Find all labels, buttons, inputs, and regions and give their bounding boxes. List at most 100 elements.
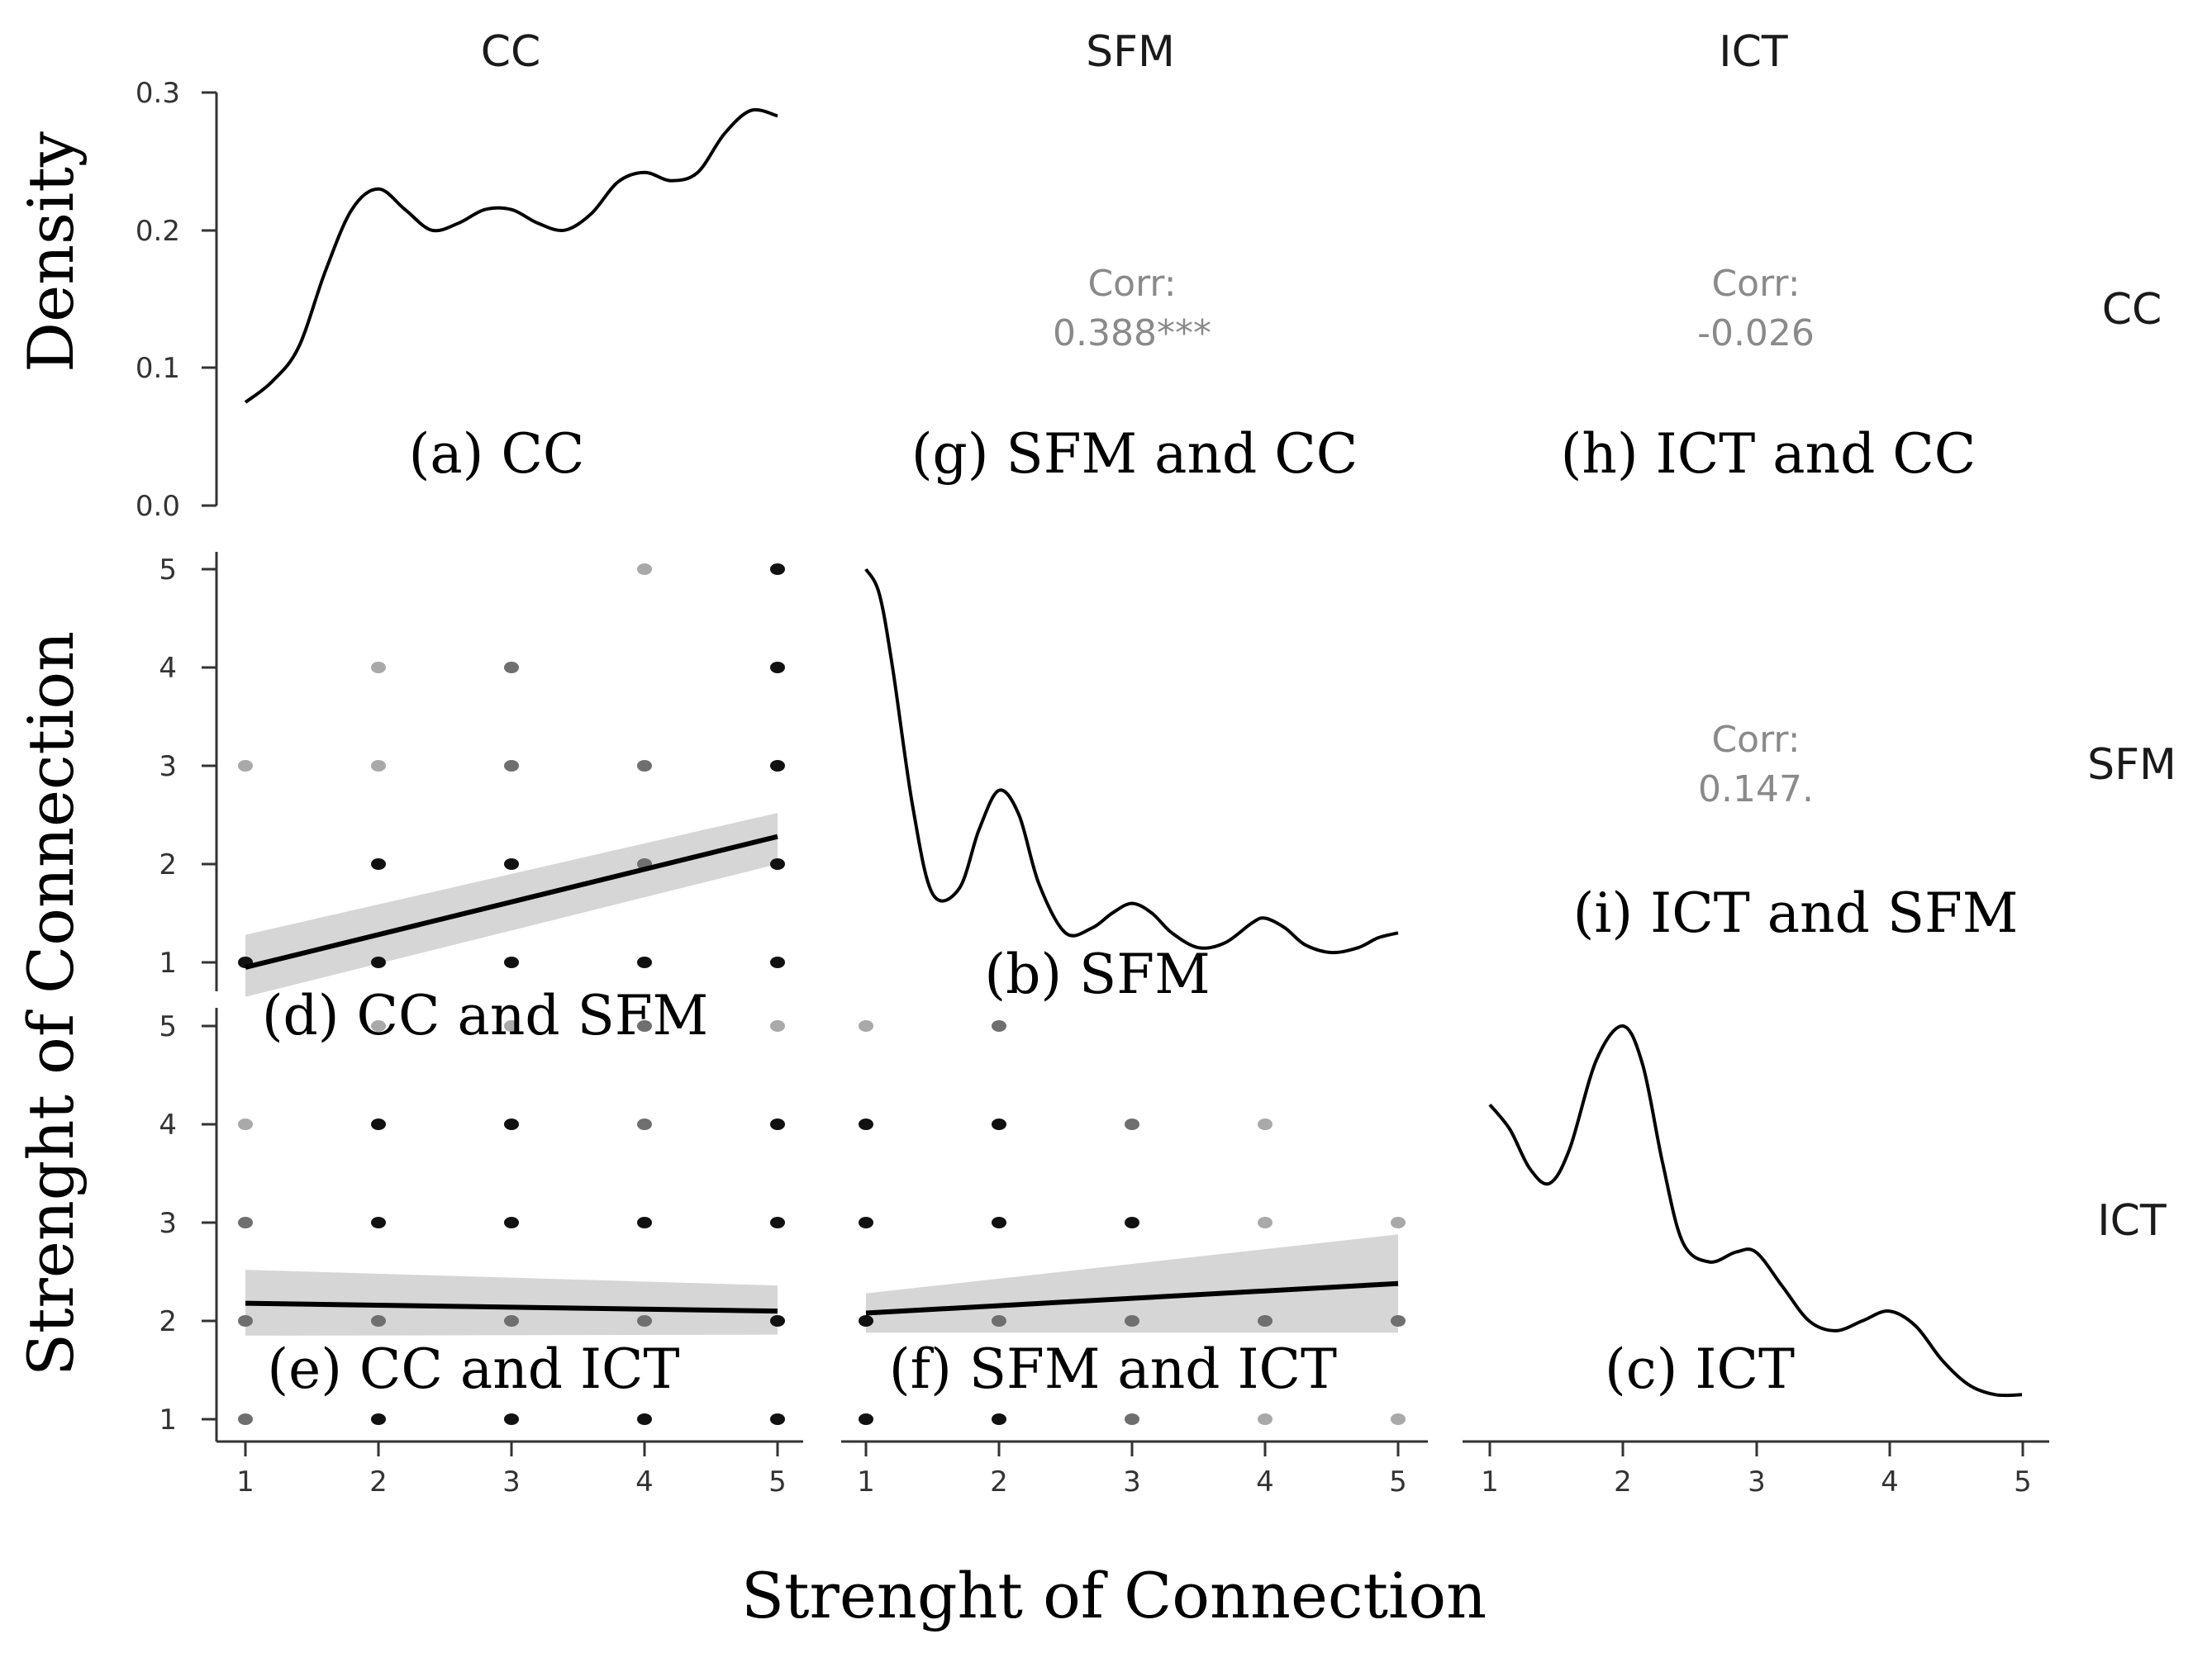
scatter-point-cc-sfm [637,563,652,575]
row-title-ict: ICT [2097,1196,2167,1246]
scatter-point-cc-ict [238,1413,253,1425]
ict-column-x-ticks: 1 2 3 4 5 [1481,1442,2032,1499]
ict-row-tick-label: 2 [159,1305,177,1338]
scatter-point-sfm-ict [1258,1315,1272,1327]
scatter-point-sfm-ict [1125,1315,1139,1327]
scatter-point-sfm-ict [992,1119,1006,1130]
scatter-point-sfm-ict [859,1119,873,1130]
panel-label-d: (d) CC and SFM [262,984,708,1047]
scatter-point-cc-sfm [504,760,519,772]
y-axis-title-density: Density [14,131,88,373]
corr-value-i: 0.147. [1698,768,1814,810]
confidence-band-cc-sfm [245,813,778,997]
sfm-row-y-ticks: 1 2 3 4 5 [159,553,216,980]
ict-row-tick-label: 4 [159,1109,177,1142]
scatter-point-cc-ict [637,1315,652,1327]
y-axis-title-strength: Strenght of Connection [14,631,88,1376]
row-title-cc: CC [2102,285,2162,335]
cc-x-tick-label: 3 [502,1465,521,1499]
scatter-point-cc-ict [238,1119,253,1130]
cc-x-tick-label: 4 [635,1465,654,1499]
scatter-point-cc-sfm [770,957,785,968]
scatter-point-sfm-ict [1125,1119,1139,1130]
density-tick-label: 0.3 [136,77,180,110]
scatter-point-sfm-ict [859,1020,873,1032]
corr-label-i: Corr: [1711,719,1800,761]
cc-x-tick-label: 2 [369,1465,388,1499]
panel-label-g: (g) SFM and CC [911,422,1358,486]
sfm-x-tick-label: 4 [1256,1465,1274,1499]
sfm-x-tick-label: 3 [1123,1465,1141,1499]
scatter-point-cc-ict [637,1217,652,1228]
scatter-point-cc-ict [504,1020,519,1032]
scatter-point-cc-sfm [504,858,519,870]
scatter-point-cc-ict [371,1020,386,1032]
corr-value-g: 0.388*** [1053,312,1211,354]
sfm-column-x-ticks: 1 2 3 4 5 [857,1442,1407,1499]
scatter-point-cc-ict [770,1315,785,1327]
density-curve-cc [244,107,778,404]
sfm-row-tick-label: 4 [159,652,177,685]
scatter-points [238,563,1406,1425]
scatter-point-cc-sfm [770,563,785,575]
density-tick-label: 0.1 [136,352,180,385]
panel-label-a: (a) CC [409,422,585,486]
x-axis-title: Strenght of Connection [741,1559,1487,1632]
corr-value-h: -0.026 [1697,312,1815,354]
density-curve-sfm [864,568,1399,955]
scatter-point-cc-ict [504,1413,519,1425]
scatter-point-cc-ict [504,1119,519,1130]
regression-line-cc-sfm [245,834,778,970]
ict-x-tick-label: 3 [1748,1465,1766,1499]
panel-label-b: (b) SFM [984,943,1210,1006]
scatter-point-cc-ict [770,1119,785,1130]
sfm-x-tick-label: 1 [857,1465,875,1499]
scatter-point-sfm-ict [992,1315,1006,1327]
panel-label-f: (f) SFM and ICT [889,1337,1337,1401]
row-title-sfm: SFM [2087,740,2176,790]
scatter-point-cc-ict [371,1119,386,1130]
scatter-point-sfm-ict [1391,1315,1406,1327]
scatter-point-cc-sfm [770,760,785,772]
scatter-point-sfm-ict [1258,1119,1272,1130]
ict-x-tick-label: 4 [1881,1465,1899,1499]
scatter-point-sfm-ict [1125,1217,1139,1228]
scatter-point-sfm-ict [1258,1413,1272,1425]
scatter-point-sfm-ict [859,1315,873,1327]
confidence-bands [245,813,1398,1336]
scatter-point-cc-ict [238,1217,253,1228]
scatter-point-sfm-ict [992,1020,1006,1032]
sfm-row-tick-label: 1 [159,947,177,980]
scatter-point-cc-sfm [637,760,652,772]
column-title-cc: CC [481,27,541,77]
regression-line-cc-ict [245,1300,778,1314]
scatter-point-sfm-ict [1391,1413,1406,1425]
scatter-point-cc-ict [770,1413,785,1425]
panel-label-c: (c) ICT [1605,1337,1795,1401]
ict-x-tick-label: 1 [1481,1465,1499,1499]
column-title-ict: ICT [1719,27,1788,77]
sfm-row-tick-label: 2 [159,848,177,881]
sfm-x-tick-label: 5 [1389,1465,1407,1499]
scatter-point-cc-ict [770,1020,785,1032]
cc-column-x-ticks: 1 2 3 4 5 [236,1442,787,1499]
scatter-point-sfm-ict [1391,1217,1406,1228]
ict-row-tick-label: 3 [159,1207,177,1240]
scatter-point-cc-sfm [238,760,253,772]
data-lines [244,107,2023,1398]
cc-x-tick-label: 5 [768,1465,787,1499]
scatter-point-cc-sfm [371,957,386,968]
scatter-point-cc-sfm [371,760,386,772]
scatter-point-cc-sfm [371,858,386,870]
ict-row-tick-label: 5 [159,1010,177,1043]
panel-label-i: (i) ICT and SFM [1573,881,2019,945]
scatter-point-sfm-ict [992,1413,1006,1425]
scatter-point-cc-ict [371,1315,386,1327]
ict-row-tick-label: 1 [159,1404,177,1437]
scatter-point-cc-sfm [637,957,652,968]
scatter-point-cc-sfm [504,957,519,968]
scatter-point-sfm-ict [1125,1413,1139,1425]
regression-line-sfm-ict [865,1280,1399,1316]
sfm-x-tick-label: 2 [990,1465,1008,1499]
